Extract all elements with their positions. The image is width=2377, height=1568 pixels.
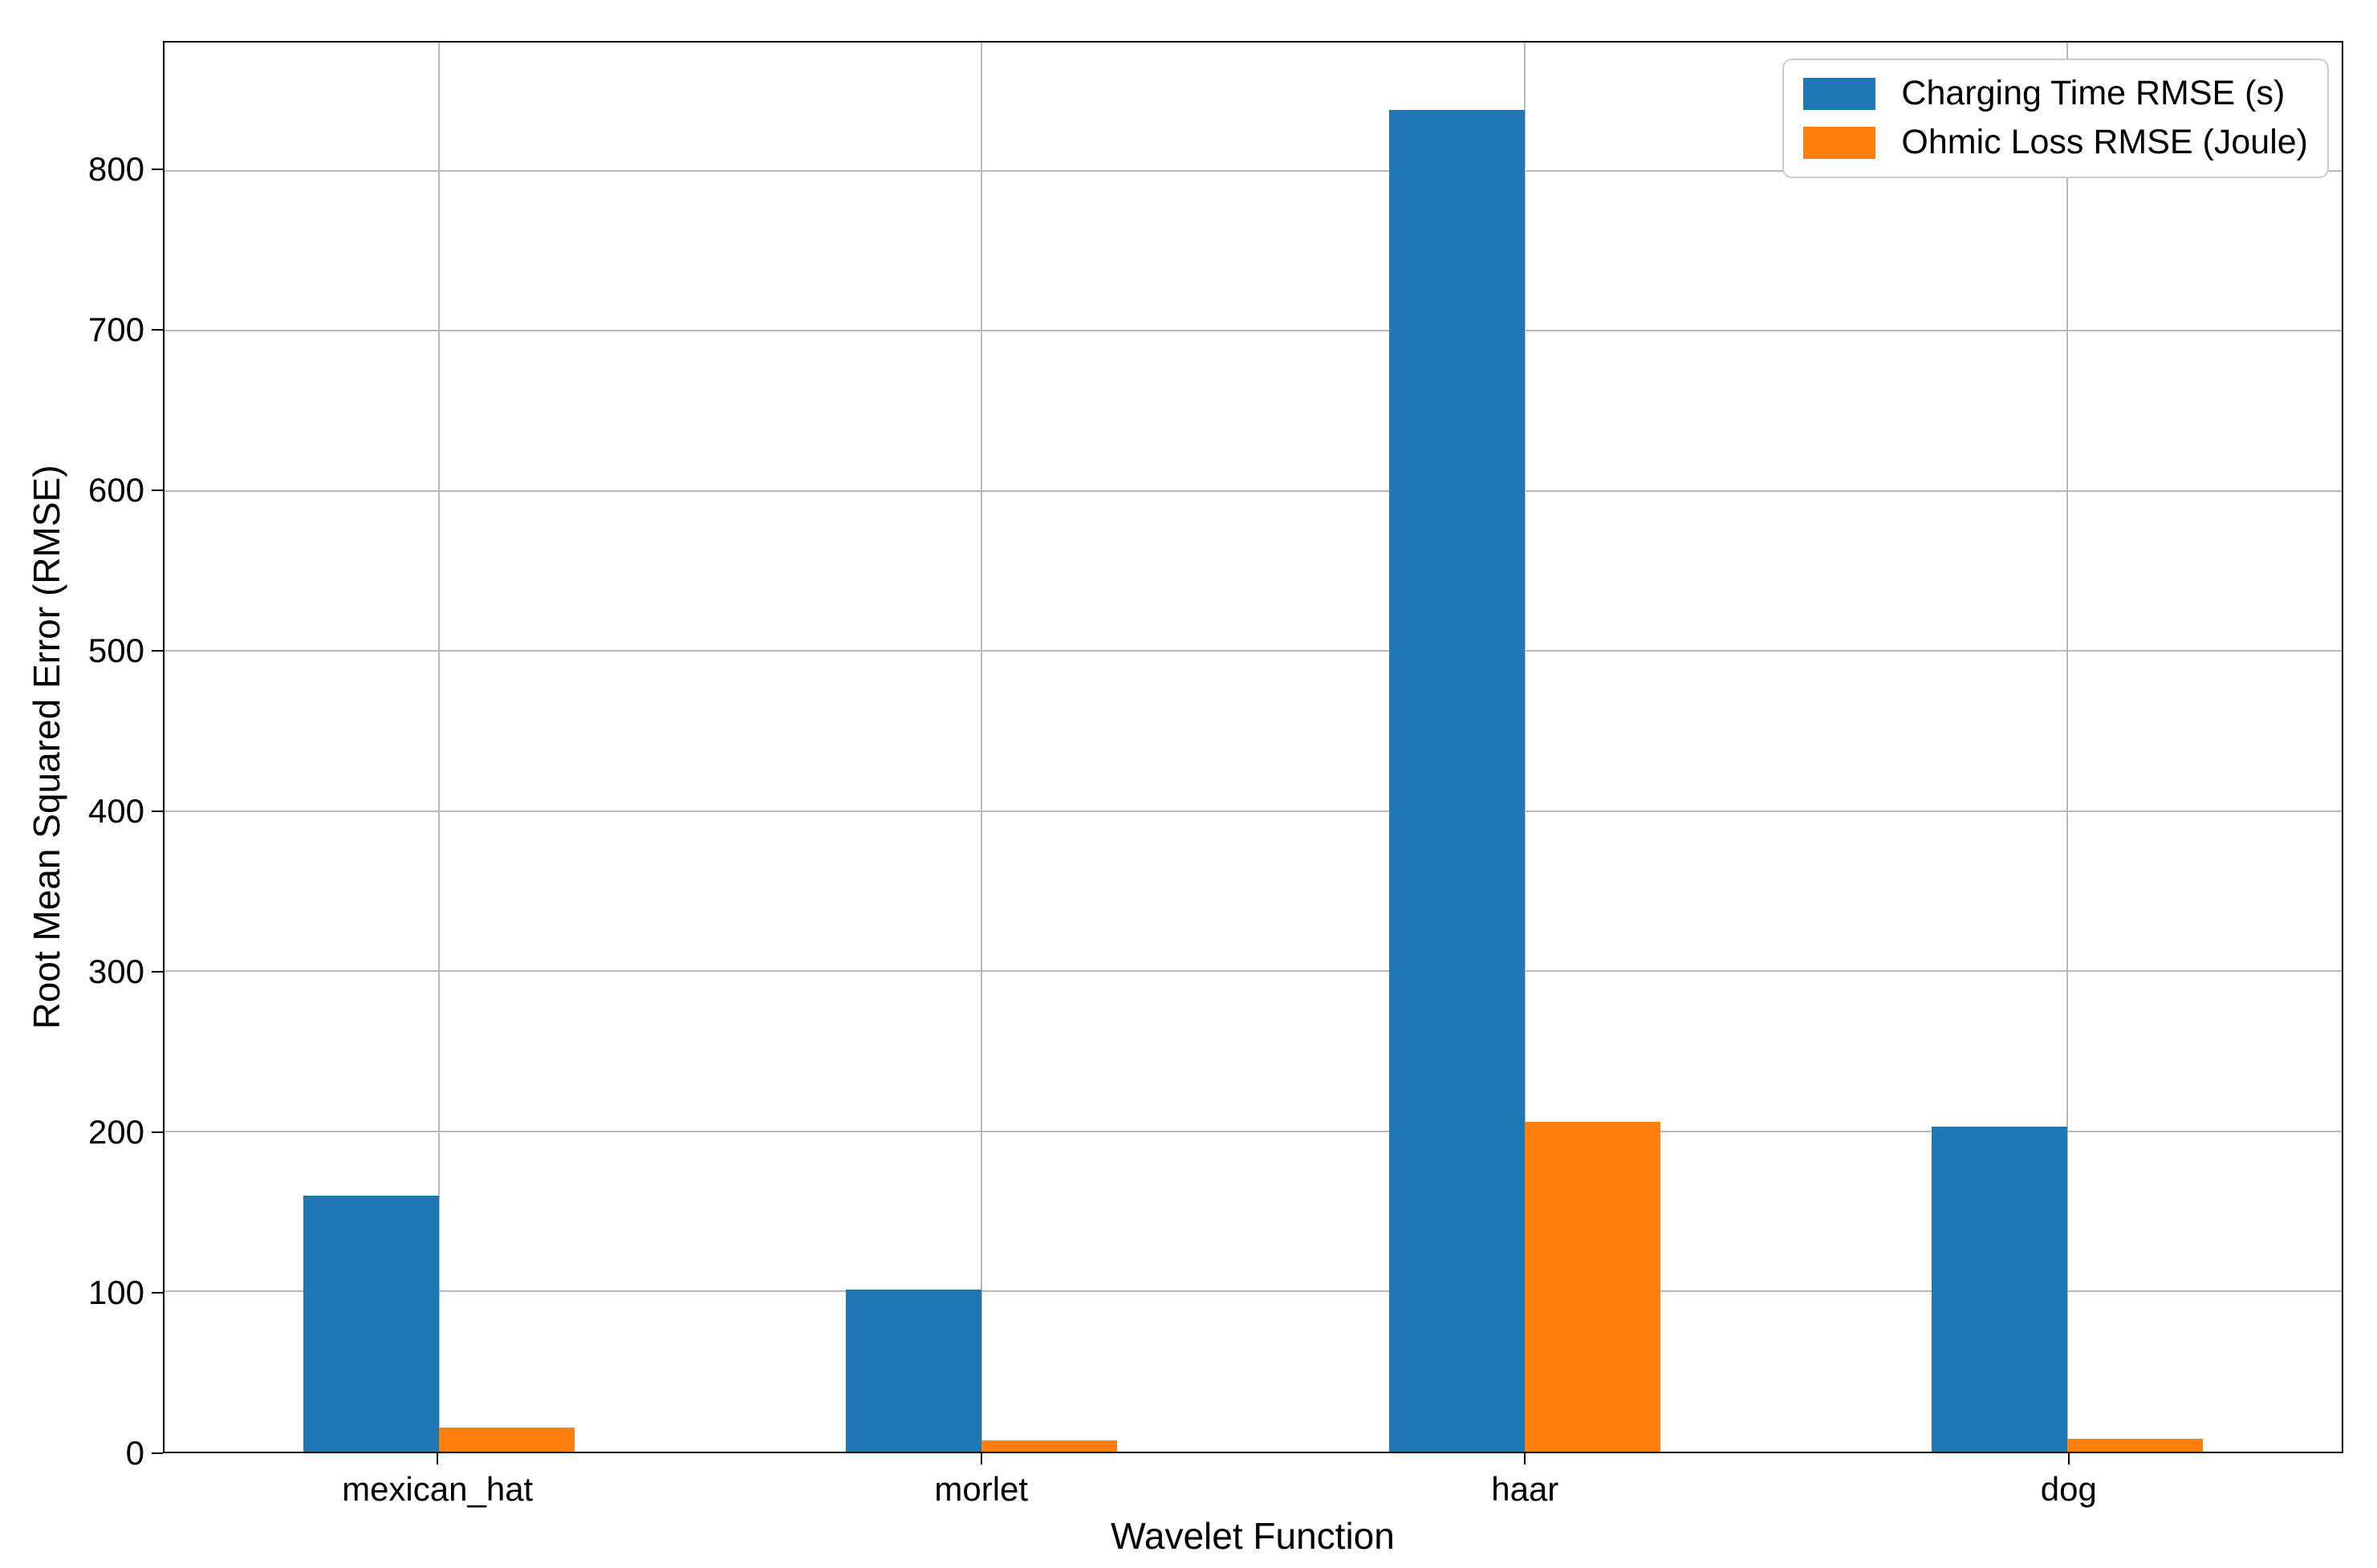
ytick-label-700: 700 xyxy=(87,311,144,348)
legend-item-1: Ohmic Loss RMSE (Joule) xyxy=(1803,123,2308,162)
legend-swatch-1 xyxy=(1803,126,1876,159)
ytick-label-500: 500 xyxy=(87,632,144,669)
gridline-h-600 xyxy=(165,489,2342,492)
bar-dog-series-0 xyxy=(1932,1126,2068,1452)
legend-label-0: Charging Time RMSE (s) xyxy=(1901,74,2286,112)
ytick-label-200: 200 xyxy=(87,1113,144,1151)
bar-mexican_hat-series-1 xyxy=(438,1428,575,1452)
xtick-mark-mexican_hat xyxy=(437,1453,439,1464)
bar-mexican_hat-series-0 xyxy=(303,1195,439,1452)
ytick-label-300: 300 xyxy=(87,953,144,990)
ytick-mark-600 xyxy=(152,489,163,491)
bar-morlet-series-0 xyxy=(846,1290,982,1452)
gridline-v-haar xyxy=(1523,43,1526,1452)
gridline-h-800 xyxy=(165,169,2342,172)
ytick-label-800: 800 xyxy=(87,150,144,188)
bar-dog-series-1 xyxy=(2067,1439,2204,1452)
ytick-mark-700 xyxy=(152,329,163,331)
legend-item-0: Charging Time RMSE (s) xyxy=(1803,74,2308,112)
xtick-label-dog: dog xyxy=(2040,1470,2097,1508)
gridline-h-700 xyxy=(165,330,2342,332)
xtick-label-haar: haar xyxy=(1491,1470,1559,1508)
ytick-mark-100 xyxy=(152,1292,163,1294)
ytick-mark-400 xyxy=(152,810,163,812)
legend-swatch-0 xyxy=(1803,77,1876,110)
bar-haar-series-0 xyxy=(1388,109,1525,1452)
legend: Charging Time RMSE (s) Ohmic Loss RMSE (J… xyxy=(1782,59,2329,178)
ytick-mark-800 xyxy=(152,169,163,170)
ytick-mark-200 xyxy=(152,1131,163,1133)
x-axis-label: Wavelet Function xyxy=(1111,1515,1395,1557)
xtick-mark-dog xyxy=(2067,1453,2070,1464)
gridline-h-400 xyxy=(165,810,2342,812)
bar-morlet-series-1 xyxy=(981,1440,1118,1452)
xtick-mark-haar xyxy=(1524,1453,1526,1464)
ytick-label-0: 0 xyxy=(125,1434,144,1472)
gridline-h-300 xyxy=(165,970,2342,973)
legend-label-1: Ohmic Loss RMSE (Joule) xyxy=(1901,123,2308,162)
ytick-label-600: 600 xyxy=(87,471,144,509)
gridline-v-dog xyxy=(2066,43,2069,1452)
xtick-label-mexican_hat: mexican_hat xyxy=(342,1470,534,1508)
bar-haar-series-1 xyxy=(1524,1121,1660,1452)
xtick-label-morlet: morlet xyxy=(934,1470,1029,1508)
gridline-v-morlet xyxy=(981,43,983,1452)
plot-area: Charging Time RMSE (s) Ohmic Loss RMSE (J… xyxy=(163,41,2343,1453)
gridline-v-mexican_hat xyxy=(437,43,440,1452)
gridline-h-200 xyxy=(165,1130,2342,1132)
gridline-h-500 xyxy=(165,650,2342,652)
ytick-label-100: 100 xyxy=(87,1273,144,1311)
ytick-mark-300 xyxy=(152,971,163,973)
ytick-mark-0 xyxy=(152,1452,163,1454)
y-axis-label: Root Mean Squared Error (RMSE) xyxy=(26,465,67,1030)
ytick-mark-500 xyxy=(152,650,163,652)
ytick-label-400: 400 xyxy=(87,792,144,830)
xtick-mark-morlet xyxy=(980,1453,982,1464)
gridline-h-100 xyxy=(165,1290,2342,1293)
